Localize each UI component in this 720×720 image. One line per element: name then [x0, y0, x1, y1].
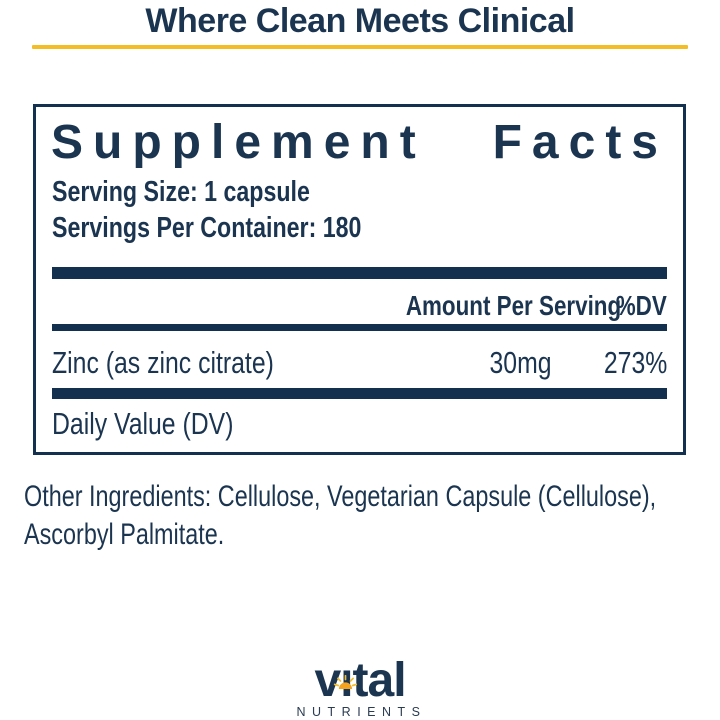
supplement-facts-title-word2: Facts: [492, 116, 668, 169]
table-row: Zinc (as zinc citrate) 30mg 273%: [52, 345, 667, 381]
gold-divider: [32, 45, 688, 49]
brand-letter-i: ı: [340, 654, 353, 707]
brand-letter-v: v: [314, 654, 341, 707]
other-ingredients-line2: Ascorbyl Palmitate.: [24, 518, 225, 551]
daily-value-footnote: Daily Value (DV): [52, 406, 234, 441]
serving-size: Serving Size: 1 capsule: [52, 175, 374, 209]
amount-per-serving-header: Amount Per Serving: [405, 290, 622, 321]
servings-per-container: Servings Per Container: 180: [52, 211, 439, 245]
brand-subtext: NUTRIENTS: [296, 705, 427, 719]
ingredient-name: Zinc (as zinc citrate): [52, 345, 274, 380]
facts-header-row: Amount Per Serving %DV: [52, 289, 667, 323]
brand-letters-tal: tal: [352, 654, 407, 707]
servings-per-container-text: Servings Per Container: 180: [52, 212, 362, 244]
page-title: Where Clean Meets Clinical: [145, 2, 575, 40]
other-ingredients: Other Ingredients: Cellulose, Vegetarian…: [24, 478, 695, 554]
brand-logo: vıtal NUTRIENTS: [293, 657, 427, 720]
brand-wordmark: vıtal: [314, 657, 406, 705]
serving-size-text: Serving Size: 1 capsule: [52, 176, 310, 208]
sun-icon: [333, 652, 358, 689]
ingredient-amount: 30mg: [489, 345, 552, 380]
footnote-divider-bar: [52, 388, 667, 399]
supplement-facts-title-word1: Supplement: [51, 116, 426, 169]
other-ingredients-line1: Other Ingredients: Cellulose, Vegetarian…: [24, 480, 657, 513]
header-divider-bar: [52, 324, 667, 331]
supplement-facts-title: Supplement Facts: [51, 116, 668, 169]
ingredient-dv: 273%: [603, 345, 667, 380]
supplement-facts-panel: Supplement Facts Serving Size: 1 capsule…: [33, 104, 686, 455]
thick-divider-bar: [52, 267, 667, 279]
percent-dv-header: %DV: [615, 290, 667, 321]
